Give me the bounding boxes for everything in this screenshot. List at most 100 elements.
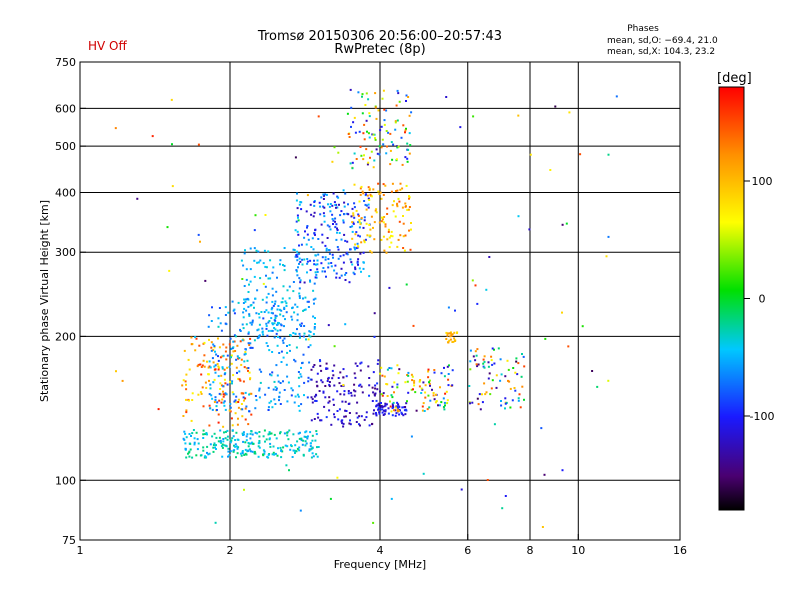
data-point (515, 360, 518, 363)
data-point (343, 205, 346, 208)
data-point (394, 414, 397, 417)
data-point (302, 297, 304, 300)
x-axis-label: Frequency [MHz] (334, 558, 426, 571)
data-point (391, 396, 394, 399)
data-point (377, 109, 380, 112)
data-point (253, 259, 256, 262)
data-point (237, 398, 240, 401)
data-point (210, 349, 213, 352)
data-point (387, 230, 390, 233)
data-point (232, 309, 235, 312)
data-point (337, 151, 340, 154)
data-point (409, 144, 412, 147)
data-point (344, 279, 347, 281)
data-point (195, 454, 198, 457)
data-point (347, 392, 350, 395)
data-point (271, 351, 274, 353)
data-point (372, 371, 375, 374)
data-point (202, 429, 205, 432)
data-point (390, 367, 393, 370)
data-point (361, 391, 364, 394)
data-point (360, 361, 363, 364)
data-point (395, 412, 398, 415)
data-point (393, 200, 395, 203)
data-point (391, 204, 394, 207)
data-point (521, 385, 524, 388)
data-point (404, 413, 407, 416)
data-point (327, 249, 330, 251)
data-point (469, 349, 472, 352)
data-point (298, 409, 301, 412)
data-point (369, 193, 372, 196)
data-point (382, 194, 385, 196)
data-point (241, 451, 244, 454)
data-point (210, 320, 213, 322)
data-point (240, 454, 243, 457)
data-point (200, 366, 203, 368)
data-point (311, 434, 314, 437)
data-point (412, 388, 414, 391)
data-point (272, 445, 275, 448)
data-point (353, 246, 356, 249)
data-point (240, 408, 243, 411)
data-point (321, 270, 324, 273)
data-point (507, 379, 509, 382)
data-point (268, 320, 271, 322)
data-point (394, 128, 397, 131)
data-point (375, 208, 378, 211)
data-point (408, 114, 411, 117)
data-point (310, 456, 313, 459)
data-point (212, 349, 215, 352)
data-point (342, 261, 345, 264)
data-point (305, 430, 308, 433)
data-point (222, 393, 225, 396)
data-point (365, 204, 368, 207)
data-point (375, 414, 378, 417)
data-point (420, 387, 423, 390)
data-point (353, 116, 356, 119)
data-point (222, 354, 225, 357)
data-point (314, 254, 317, 257)
data-point (246, 297, 249, 300)
data-point (321, 256, 324, 259)
data-point (308, 334, 311, 337)
data-point (369, 250, 372, 253)
data-point (241, 408, 244, 411)
data-point (302, 353, 305, 356)
data-point (269, 373, 271, 376)
data-point (451, 369, 454, 372)
data-point (243, 353, 246, 356)
data-point (230, 356, 232, 359)
data-point (386, 395, 389, 397)
y-tick-label: 300 (55, 246, 76, 259)
data-point (340, 267, 343, 270)
data-point (356, 365, 359, 367)
data-point (328, 383, 331, 386)
y-tick-label: 500 (55, 140, 76, 153)
data-point (543, 473, 546, 476)
data-point (220, 445, 223, 448)
data-point (243, 298, 246, 301)
data-point (258, 435, 261, 438)
data-point (295, 346, 298, 349)
data-point (361, 190, 364, 193)
data-point (381, 406, 384, 408)
data-point (208, 365, 211, 368)
data-point (365, 193, 367, 196)
data-point (246, 433, 249, 436)
data-point (243, 366, 246, 369)
data-point (279, 431, 282, 434)
data-point (408, 152, 411, 155)
data-point (224, 382, 227, 385)
data-point (373, 394, 376, 397)
data-point (363, 123, 366, 126)
data-point (362, 251, 365, 254)
data-point (304, 296, 307, 299)
data-point (355, 421, 358, 423)
data-point (197, 233, 200, 236)
data-point (271, 312, 274, 315)
data-point (255, 399, 258, 402)
data-point (341, 400, 344, 403)
data-point (254, 407, 257, 410)
data-point (264, 265, 267, 268)
